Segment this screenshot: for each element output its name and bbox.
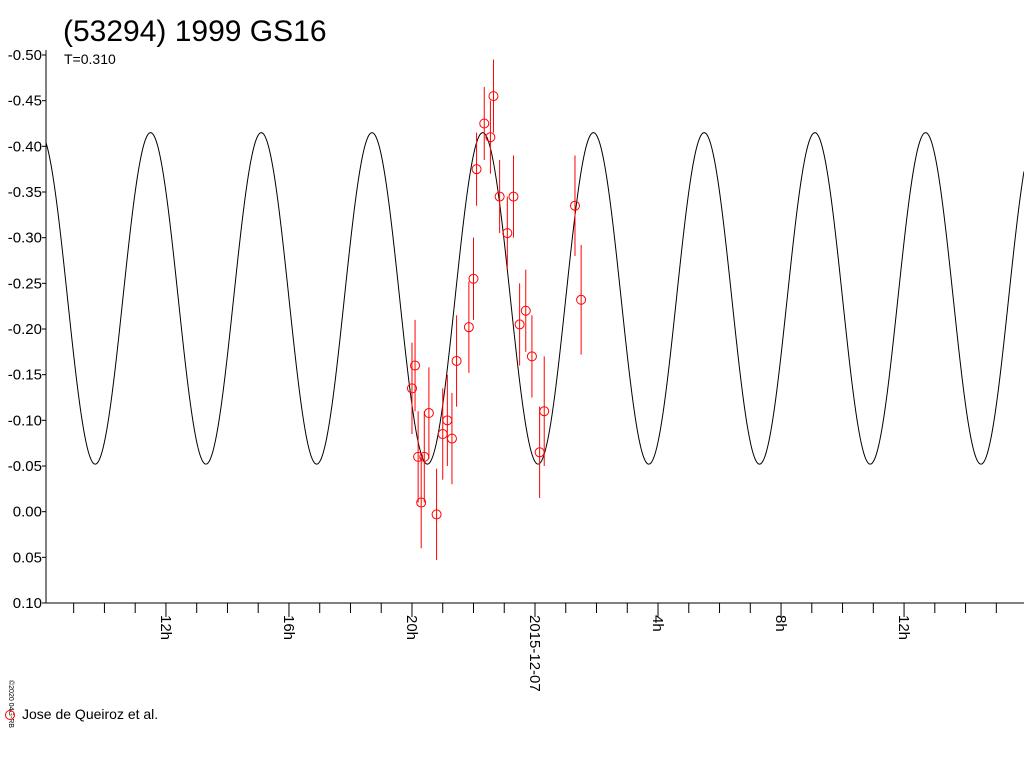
y-tick-label: 0.05 bbox=[13, 549, 42, 566]
data-points-layer bbox=[406, 59, 587, 561]
data-point bbox=[463, 322, 474, 333]
y-tick-label: -0.50 bbox=[8, 47, 42, 64]
x-tick-label: 8h bbox=[772, 615, 789, 632]
y-tick-label: -0.40 bbox=[8, 138, 42, 155]
data-point bbox=[416, 497, 427, 508]
y-tick-label: -0.45 bbox=[8, 93, 42, 110]
data-point bbox=[508, 191, 519, 202]
chart-subtitle: T=0.310 bbox=[64, 51, 116, 67]
data-point bbox=[410, 360, 421, 371]
x-tick-label: 16h bbox=[280, 615, 297, 640]
data-point bbox=[488, 91, 499, 102]
data-point bbox=[471, 164, 482, 175]
data-point bbox=[423, 408, 434, 419]
data-point bbox=[520, 305, 531, 316]
data-point bbox=[468, 273, 479, 284]
y-tick-label: -0.25 bbox=[8, 275, 42, 292]
x-tick-label: 2015-12-07 bbox=[526, 615, 543, 692]
copyright-text: ©2020 04G-RB bbox=[7, 680, 15, 728]
y-tick-label: -0.15 bbox=[8, 367, 42, 384]
y-tick-label: 0.00 bbox=[13, 504, 42, 521]
data-point bbox=[485, 132, 496, 143]
model-curve-layer bbox=[45, 132, 1024, 465]
data-point bbox=[431, 509, 442, 520]
data-point bbox=[526, 351, 537, 362]
x-tick-label: 20h bbox=[403, 615, 420, 640]
y-tick-label: -0.05 bbox=[8, 458, 42, 475]
data-point bbox=[451, 355, 462, 366]
data-point bbox=[494, 191, 505, 202]
x-tick-label: 12h bbox=[157, 615, 174, 640]
data-point bbox=[539, 406, 550, 417]
legend-marker bbox=[5, 710, 15, 720]
y-tick-label: -0.35 bbox=[8, 184, 42, 201]
y-tick-label: -0.20 bbox=[8, 321, 42, 338]
data-point bbox=[576, 294, 587, 305]
data-point bbox=[502, 228, 513, 239]
model-lightcurve bbox=[45, 132, 1024, 465]
x-tick-label: 12h bbox=[895, 615, 912, 640]
y-tick-label: -0.30 bbox=[8, 230, 42, 247]
legend-label: Jose de Queiroz et al. bbox=[22, 706, 158, 722]
x-tick-label: 4h bbox=[649, 615, 666, 632]
y-tick-label: -0.10 bbox=[8, 412, 42, 429]
data-point bbox=[406, 383, 417, 394]
axes: -0.50 -0.45 -0.40 -0.35 -0.30 -0.25 -0.20 -0.15… bbox=[8, 47, 1024, 692]
chart-title: (53294) 1999 GS16 bbox=[63, 15, 327, 48]
data-point bbox=[514, 319, 525, 330]
data-point bbox=[479, 118, 490, 129]
y-tick-label: 0.10 bbox=[13, 595, 42, 612]
data-point bbox=[446, 433, 457, 444]
data-point bbox=[569, 200, 580, 211]
data-point bbox=[413, 451, 424, 462]
